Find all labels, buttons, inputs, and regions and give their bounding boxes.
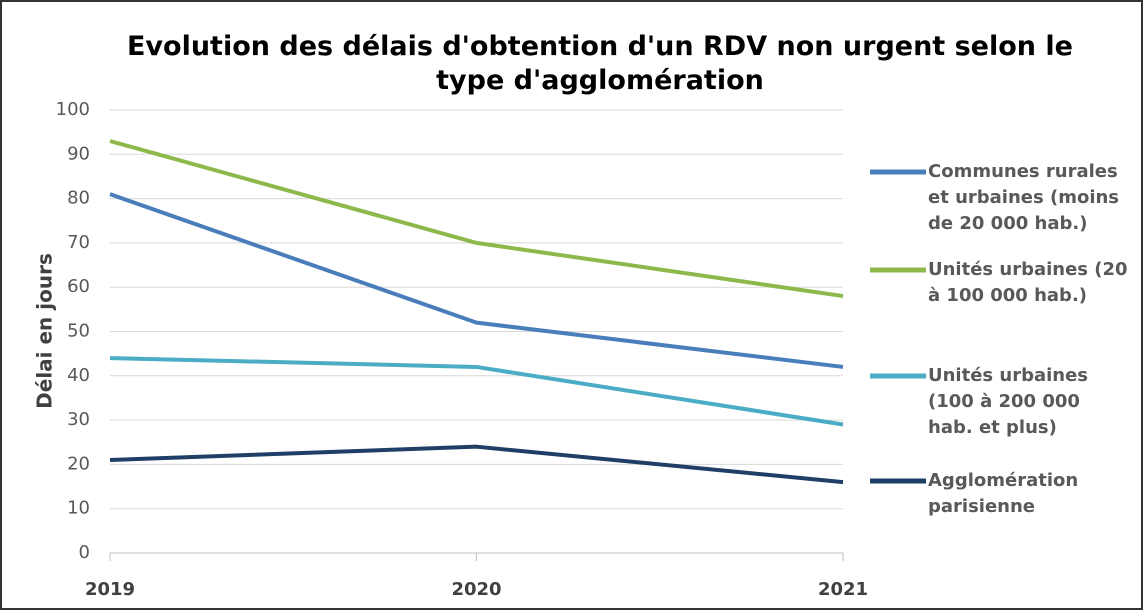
y-tick-label: 50: [67, 321, 90, 342]
y-tick-label: 10: [67, 498, 90, 519]
line-series: [109, 192, 844, 369]
line-series: [109, 356, 844, 427]
legend-label: Agglomération parisienne: [928, 470, 1079, 517]
x-tick-label: 2020: [451, 579, 501, 600]
legend-label: Communes rurales et urbaines (moins de 2…: [928, 161, 1120, 234]
y-tick-label: 70: [67, 232, 90, 253]
y-tick-label: 60: [67, 276, 90, 297]
line-series: [109, 444, 844, 485]
y-tick-label: 90: [67, 143, 90, 164]
chart-title: Evolution des délais d'obtention d'un RD…: [126, 31, 1073, 96]
y-tick-label: 30: [67, 409, 90, 430]
legend-label: Unités urbaines (20 à 100 000 hab.): [928, 259, 1128, 306]
legend-label: Unités urbaines (100 à 200 000 hab. et p…: [928, 365, 1089, 438]
line-series: [109, 139, 844, 299]
y-tick-label: 100: [56, 99, 90, 120]
x-tick-label: 2021: [818, 579, 868, 600]
y-tick-label: 0: [79, 542, 90, 563]
y-tick-label: 20: [67, 453, 90, 474]
y-axis-label: Délai en jours: [33, 253, 57, 409]
y-tick-label: 40: [67, 365, 90, 386]
y-tick-label: 80: [67, 188, 90, 209]
x-tick-label: 2019: [85, 579, 135, 600]
